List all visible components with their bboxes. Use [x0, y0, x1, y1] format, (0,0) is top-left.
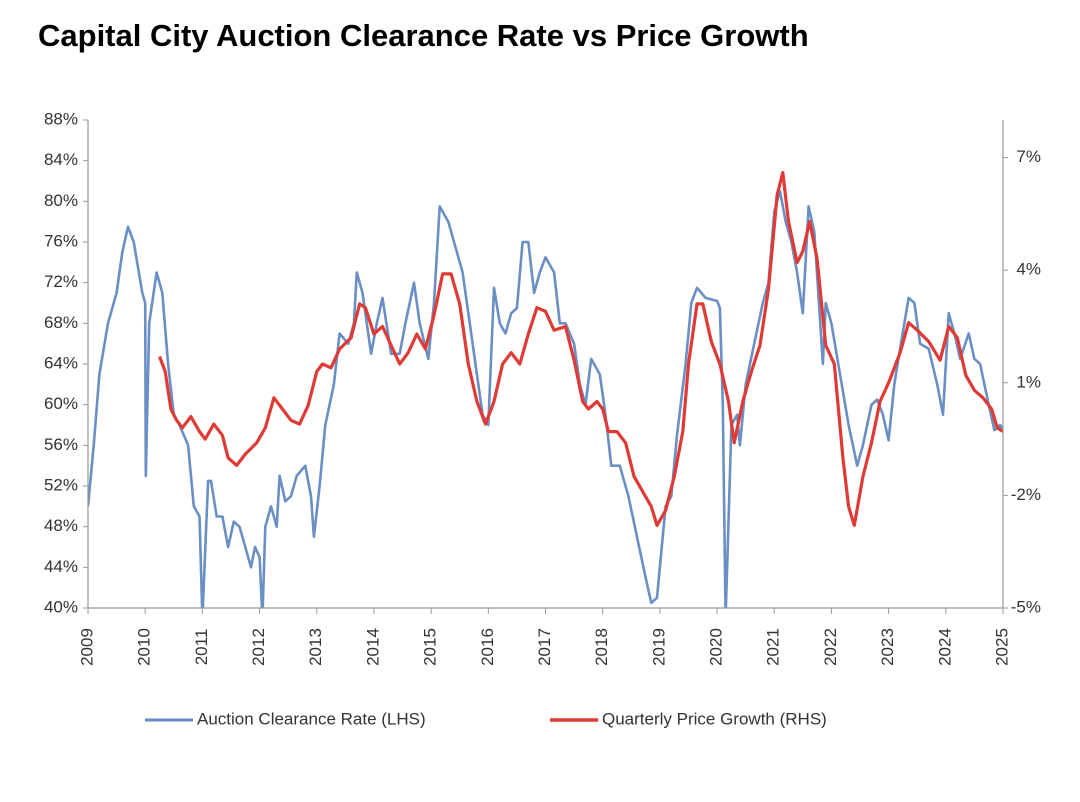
x-tick-label: 2022 — [821, 628, 840, 666]
y-tick-label: 80% — [44, 191, 78, 210]
plot-lines — [88, 171, 1003, 608]
x-tick-label: 2024 — [935, 628, 954, 666]
y2-tick-label: 1% — [1016, 372, 1041, 391]
y-tick-label: 76% — [44, 231, 78, 250]
legend-label: Auction Clearance Rate (LHS) — [197, 709, 426, 728]
x-tick-label: 2018 — [592, 628, 611, 666]
x-tick-label: 2013 — [306, 628, 325, 666]
y-tick-label: 40% — [44, 597, 78, 616]
y-tick-label: 44% — [44, 557, 78, 576]
y-tick-label: 84% — [44, 150, 78, 169]
legend-label: Quarterly Price Growth (RHS) — [602, 709, 827, 728]
x-tick-label: 2021 — [764, 628, 783, 666]
x-tick-label: 2011 — [192, 629, 211, 666]
y-tick-label: 88% — [44, 109, 78, 128]
chart-title: Capital City Auction Clearance Rate vs P… — [38, 18, 809, 53]
x-tick-label: 2020 — [707, 628, 726, 666]
y-tick-label: 56% — [44, 435, 78, 454]
x-tick-label: 2017 — [535, 628, 554, 666]
y-tick-label: 64% — [44, 353, 78, 372]
y-tick-label: 52% — [44, 475, 78, 494]
x-tick-label: 2015 — [421, 628, 440, 666]
y-tick-label: 60% — [44, 394, 78, 413]
x-tick-label: 2012 — [249, 628, 268, 666]
y2-tick-label: 7% — [1016, 147, 1041, 166]
x-tick-label: 2010 — [135, 628, 154, 666]
y2-tick-label: -5% — [1011, 597, 1041, 616]
y-tick-label: 72% — [44, 272, 78, 291]
x-tick-label: 2023 — [878, 628, 897, 666]
series-line — [88, 189, 1003, 608]
y-tick-label: 48% — [44, 516, 78, 535]
x-tick-label: 2019 — [649, 628, 668, 666]
y2-tick-label: 4% — [1016, 260, 1041, 279]
y2-tick-label: -2% — [1011, 485, 1041, 504]
series-line — [158, 171, 1003, 527]
y-tick-label: 68% — [44, 313, 78, 332]
x-tick-label: 2016 — [478, 628, 497, 666]
x-tick-label: 2009 — [77, 628, 96, 666]
x-tick-label: 2014 — [363, 628, 382, 666]
x-tick-label: 2025 — [992, 628, 1011, 666]
